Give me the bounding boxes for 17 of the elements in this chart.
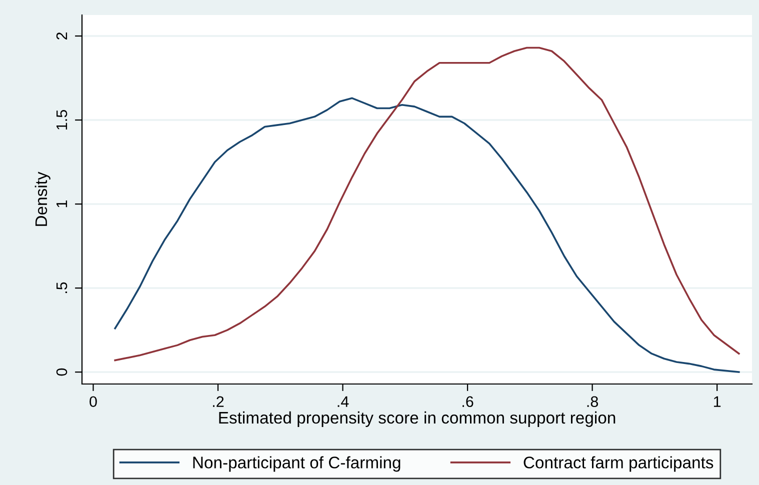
y-tick-label: 2 (56, 32, 68, 40)
y-tick-label: 0 (56, 368, 68, 376)
legend-label: Non-participant of C-farming (193, 456, 400, 472)
y-axis-title: Density (34, 172, 50, 226)
y-tick-label: 1.5 (56, 110, 68, 130)
line-series (114, 97, 740, 373)
x-tick-label: .6 (462, 396, 474, 408)
legend-label: Contract farm participants (524, 456, 714, 472)
line-series (114, 46, 740, 362)
x-tick-label: .8 (587, 396, 598, 408)
y-tick-label: 1 (56, 200, 68, 208)
x-tick-label: 0 (90, 396, 97, 408)
x-tick-label: 1 (714, 396, 721, 407)
y-tick-label: .5 (56, 282, 68, 294)
x-axis-title: Estimated propensity score in common support region (219, 411, 616, 427)
x-tick-label: .2 (213, 396, 224, 407)
x-tick-label: .4 (338, 396, 349, 407)
